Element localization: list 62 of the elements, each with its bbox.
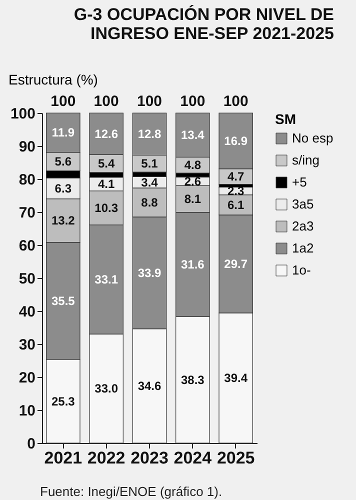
data-label: 8.1 xyxy=(184,192,202,206)
legend-label: s/ing xyxy=(292,152,320,168)
y-tick-label: 30 xyxy=(18,336,36,354)
total-label: 100 xyxy=(180,93,206,110)
data-label: 33.1 xyxy=(94,272,118,286)
y-axis-title: Estructura (%) xyxy=(8,72,98,88)
data-label: 34.6 xyxy=(138,378,162,393)
data-label: 2.6 xyxy=(184,174,202,188)
data-label: 38.3 xyxy=(180,372,205,387)
data-label: 31.6 xyxy=(180,257,205,272)
data-label: 3.4 xyxy=(141,175,158,190)
data-label: 4.1 xyxy=(98,177,115,192)
data-label: 16.9 xyxy=(224,134,248,148)
y-tick-label: 70 xyxy=(18,204,36,222)
y-tick-label: 20 xyxy=(18,370,36,386)
x-tick-label: 2025 xyxy=(216,448,255,468)
data-label: 2.3 xyxy=(228,184,245,198)
legend-title: SM xyxy=(275,111,296,127)
data-label: 4.7 xyxy=(228,170,245,184)
data-label: 33.9 xyxy=(138,266,162,280)
x-tick-label: 2021 xyxy=(44,448,82,468)
x-tick-label: 2024 xyxy=(174,448,212,468)
data-label: 39.4 xyxy=(224,370,248,385)
legend-label: 2a3 xyxy=(292,218,314,234)
chart-title: G-3 OCUPACIÓN POR NIVEL DE INGRESO ENE-SEP 2021-2025 xyxy=(74,4,334,43)
x-tick-label: 2023 xyxy=(130,448,168,468)
y-tick-label: 90 xyxy=(18,138,36,156)
data-label: 11.9 xyxy=(52,126,75,140)
data-label: 13.4 xyxy=(180,128,205,142)
data-label: 5.6 xyxy=(54,154,72,169)
data-label: 35.5 xyxy=(51,294,76,308)
data-label: 13.2 xyxy=(51,214,76,228)
total-label: 100 xyxy=(223,93,248,110)
data-label: 6.1 xyxy=(228,198,245,212)
data-label: 25.3 xyxy=(51,394,76,408)
legend-label: 3a5 xyxy=(292,196,314,212)
data-label: 4.8 xyxy=(184,158,202,172)
y-tick-label: 40 xyxy=(18,304,36,320)
data-label: 33.0 xyxy=(94,382,118,396)
y-tick-label: 50 xyxy=(18,270,36,288)
source-note: Fuente: Inegi/ENOE (gráfico 1). xyxy=(40,484,224,499)
y-tick-label: 80 xyxy=(18,172,36,188)
data-label: 5.1 xyxy=(141,156,158,171)
total-label: 100 xyxy=(50,93,76,110)
data-label: 29.7 xyxy=(224,256,248,271)
data-label: 5.4 xyxy=(98,156,115,170)
y-tick-label: 0 xyxy=(27,436,36,452)
legend-label: 1a2 xyxy=(292,240,314,256)
total-label: 100 xyxy=(136,93,162,110)
data-label: 6.3 xyxy=(54,181,72,196)
legend-label: +5 xyxy=(292,174,307,190)
y-tick-label: 60 xyxy=(18,238,36,254)
data-label: 12.8 xyxy=(138,127,162,142)
y-tick-label: 10 xyxy=(18,402,36,420)
data-label: 10.3 xyxy=(94,200,118,215)
total-label: 100 xyxy=(94,93,119,110)
legend-label: No esp xyxy=(292,130,334,146)
legend-label: 1o- xyxy=(292,262,311,278)
x-tick-label: 2022 xyxy=(87,448,126,468)
data-label: 8.8 xyxy=(141,195,158,210)
data-label: 12.6 xyxy=(94,126,118,141)
y-tick-label: 100 xyxy=(10,106,36,122)
